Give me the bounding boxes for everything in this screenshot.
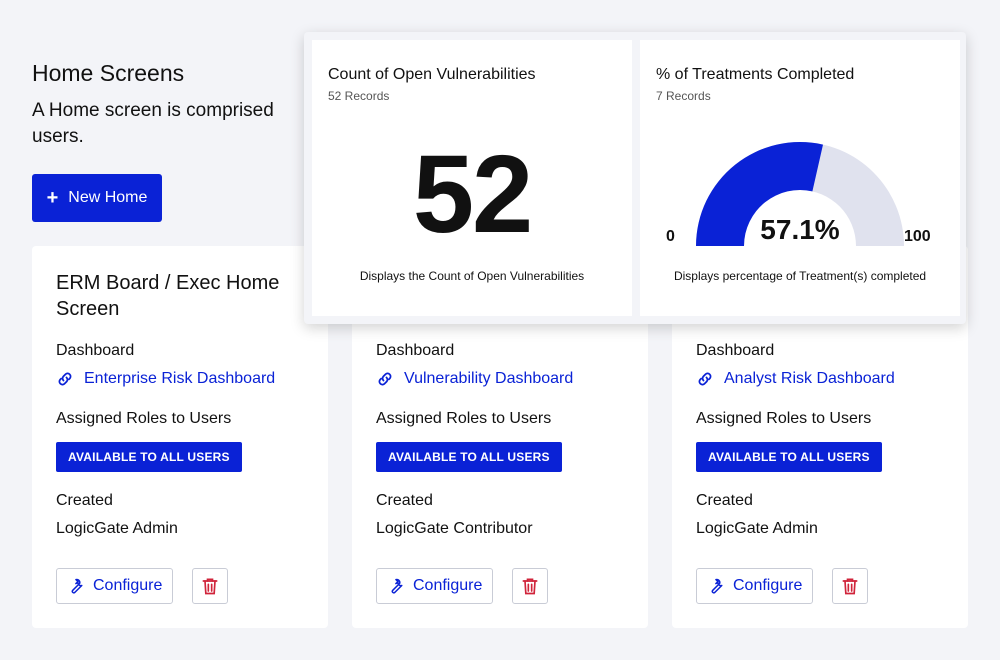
dashboard-label: Dashboard — [696, 342, 775, 359]
count-value: 52 — [412, 133, 533, 256]
plus-icon: + — [46, 187, 59, 209]
gauge-fill — [696, 142, 824, 246]
dashboard-link[interactable]: Enterprise Risk Dashboard — [56, 370, 275, 388]
dashboard-label: Dashboard — [56, 342, 135, 359]
creator-name: LogicGate Admin — [696, 520, 818, 537]
dashboard-link-label: Vulnerability Dashboard — [404, 370, 574, 387]
page-title: Home Screens — [32, 60, 185, 86]
wrench-icon — [391, 578, 403, 594]
delete-button[interactable] — [832, 568, 868, 604]
creator-name: LogicGate Contributor — [376, 520, 533, 537]
configure-label: Configure — [93, 577, 163, 594]
configure-button[interactable]: Configure — [376, 568, 494, 604]
configure-button[interactable]: Configure — [56, 568, 174, 604]
wrench-icon — [71, 578, 83, 594]
dashboard-preview-overlay: Count of Open Vulnerabilities 52 Records… — [304, 32, 966, 324]
wrench-icon — [711, 578, 723, 594]
new-home-button[interactable]: + New Home — [32, 174, 162, 222]
roles-label: Assigned Roles to Users — [56, 410, 232, 427]
link-icon — [698, 372, 712, 386]
configure-label: Configure — [413, 577, 483, 594]
dashboard-label: Dashboard — [376, 342, 455, 359]
widget-title: % of Treatments Completed — [656, 66, 855, 83]
dashboard-link[interactable]: Analyst Risk Dashboard — [696, 370, 895, 388]
availability-badge: AVAILABLE TO ALL USERS — [56, 442, 242, 472]
card-title: ERM Board / Exec Home Screen — [56, 272, 280, 320]
trash-icon — [842, 578, 858, 595]
creator-name: LogicGate Admin — [56, 520, 178, 537]
gauge-chart — [696, 142, 904, 246]
page-description: A Home screen is comprised users. — [32, 100, 274, 147]
link-icon — [58, 372, 72, 386]
home-card: ERM Board / Exec Home Screen Dashboard E… — [32, 246, 328, 628]
dashboard-link-label: Enterprise Risk Dashboard — [84, 370, 276, 387]
widget-description: Displays percentage of Treatment(s) comp… — [673, 269, 927, 283]
gauge-min-label: 0 — [666, 228, 675, 245]
configure-button[interactable]: Configure — [696, 568, 814, 604]
created-label: Created — [376, 492, 433, 509]
widget-records: 52 Records — [328, 89, 390, 103]
created-label: Created — [56, 492, 113, 509]
widget-title: Count of Open Vulnerabilities — [328, 66, 536, 83]
dashboard-link[interactable]: Vulnerability Dashboard — [376, 370, 573, 388]
link-icon — [378, 372, 392, 386]
gauge-widget: % of Treatments Completed 7 Records 0 57… — [640, 40, 960, 316]
new-home-label: New Home — [68, 189, 148, 206]
roles-label: Assigned Roles to Users — [376, 410, 552, 427]
delete-button[interactable] — [512, 568, 548, 604]
gauge-max-label: 100 — [904, 228, 931, 245]
availability-badge: AVAILABLE TO ALL USERS — [696, 442, 882, 472]
dashboard-link-label: Analyst Risk Dashboard — [724, 370, 895, 387]
trash-icon — [202, 578, 218, 595]
widget-records: 7 Records — [656, 89, 711, 103]
delete-button[interactable] — [192, 568, 228, 604]
count-widget: Count of Open Vulnerabilities 52 Records… — [312, 40, 632, 316]
configure-label: Configure — [733, 577, 803, 594]
gauge-value: 57.1% — [760, 214, 840, 245]
trash-icon — [522, 578, 538, 595]
created-label: Created — [696, 492, 753, 509]
widget-description: Displays the Count of Open Vulnerabiliti… — [359, 269, 585, 283]
roles-label: Assigned Roles to Users — [696, 410, 872, 427]
availability-badge: AVAILABLE TO ALL USERS — [376, 442, 562, 472]
